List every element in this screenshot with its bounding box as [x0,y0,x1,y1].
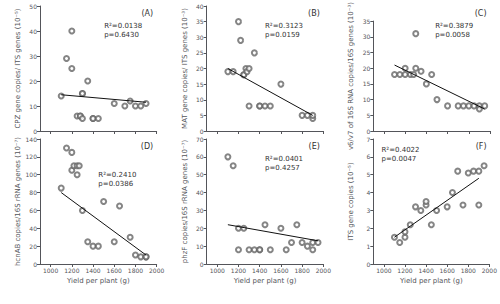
svg-text:5: 5 [367,112,371,119]
svg-text:100: 100 [26,171,38,178]
svg-text:1400: 1400 [252,267,267,274]
svg-text:30: 30 [363,33,371,40]
svg-text:1400: 1400 [85,267,100,274]
svg-text:Yield per plant (g): Yield per plant (g) [399,277,463,285]
svg-text:10: 10 [29,103,37,110]
svg-text:R²=0.0401: R²=0.0401 [265,155,303,163]
svg-text:35: 35 [196,18,204,25]
svg-text:1600: 1600 [107,267,122,274]
svg-text:7: 7 [367,136,371,143]
svg-text:p=0.6430: p=0.6430 [104,31,139,39]
svg-text:40: 40 [29,28,37,35]
svg-text:0: 0 [200,261,204,268]
svg-text:1: 1 [367,243,371,250]
svg-text:40: 40 [196,189,204,196]
svg-text:CPZ gene copies/ ITS genes (10: CPZ gene copies/ ITS genes (10⁻⁵) [14,8,22,128]
svg-text:15: 15 [363,80,371,87]
svg-text:(E): (E) [309,142,320,151]
svg-text:15: 15 [196,81,204,88]
svg-text:20: 20 [29,78,37,85]
svg-text:1600: 1600 [273,267,288,274]
svg-text:4: 4 [367,189,371,196]
svg-text:20: 20 [196,65,204,72]
svg-text:25: 25 [196,49,204,56]
svg-text:R²=0.3879: R²=0.3879 [435,22,473,30]
svg-text:0: 0 [367,261,371,268]
svg-text:R²=0.0138: R²=0.0138 [104,22,142,30]
svg-text:1200: 1200 [64,267,79,274]
svg-text:1000: 1000 [210,267,225,274]
svg-text:50: 50 [196,171,204,178]
svg-text:1800: 1800 [128,267,143,274]
svg-text:30: 30 [196,207,204,214]
svg-text:1600: 1600 [440,267,455,274]
svg-text:2000: 2000 [482,267,497,274]
svg-text:2000: 2000 [149,267,164,274]
svg-text:(F): (F) [476,142,487,151]
svg-text:Yield per plant (g): Yield per plant (g) [233,277,297,285]
svg-text:1400: 1400 [418,267,433,274]
svg-text:p=0.0159: p=0.0159 [265,31,300,39]
svg-text:1800: 1800 [461,267,476,274]
svg-text:5: 5 [200,112,204,119]
svg-text:25: 25 [363,49,371,56]
svg-text:(A): (A) [141,9,153,18]
svg-text:(C): (C) [475,9,487,18]
svg-text:10: 10 [363,96,371,103]
svg-text:Yield per plant (g): Yield per plant (g) [66,277,130,285]
svg-text:1000: 1000 [376,267,391,274]
svg-text:70: 70 [196,136,204,143]
svg-text:0: 0 [33,261,37,268]
svg-text:0: 0 [33,128,37,135]
svg-text:10: 10 [196,243,204,250]
svg-text:1200: 1200 [231,267,246,274]
svg-text:40: 40 [29,225,37,232]
svg-text:0: 0 [200,128,204,135]
svg-text:20: 20 [196,225,204,232]
svg-text:35: 35 [363,18,371,25]
svg-text:2: 2 [367,225,371,232]
svg-text:60: 60 [196,153,204,160]
svg-text:60: 60 [29,207,37,214]
svg-text:10: 10 [196,96,204,103]
svg-text:v6/v7 of 16S RNA copies/16S ge: v6/v7 of 16S RNA copies/16S genes (10⁻³) [347,2,355,150]
svg-text:1800: 1800 [294,267,309,274]
svg-text:p=0.0058: p=0.0058 [435,31,470,39]
svg-text:80: 80 [29,189,37,196]
svg-text:ITS gene copies (10⁻⁵): ITS gene copies (10⁻⁵) [347,162,355,241]
svg-text:phzF copies/16S rRNA genes (10: phzF copies/16S rRNA genes (10⁻⁷) [181,140,189,264]
svg-text:p=0.4257: p=0.4257 [265,164,300,172]
svg-text:6: 6 [367,153,371,160]
svg-text:40: 40 [196,3,204,10]
svg-text:20: 20 [29,243,37,250]
svg-text:R²=0.2410: R²=0.2410 [98,171,136,179]
svg-text:(B): (B) [308,9,320,18]
svg-text:30: 30 [29,53,37,60]
svg-text:50: 50 [29,3,37,10]
svg-text:(D): (D) [141,142,153,151]
svg-text:hcnAB copies/16S rRNA genes (1: hcnAB copies/16S rRNA genes (10⁻⁷) [14,137,22,266]
svg-text:0: 0 [367,128,371,135]
svg-text:p=0.0386: p=0.0386 [98,180,133,188]
svg-text:20: 20 [363,65,371,72]
svg-text:p=0.0047: p=0.0047 [382,155,417,163]
svg-text:R²=0.4022: R²=0.4022 [382,146,420,154]
svg-text:1000: 1000 [43,267,58,274]
svg-text:120: 120 [26,153,38,160]
svg-text:2000: 2000 [316,267,331,274]
svg-text:1200: 1200 [397,267,412,274]
svg-text:30: 30 [196,34,204,41]
svg-text:R²=0.3123: R²=0.3123 [265,22,303,30]
svg-text:5: 5 [367,171,371,178]
svg-text:MAT gene copies/ ITS genes (10: MAT gene copies/ ITS genes (10⁻³) [181,8,189,129]
svg-text:3: 3 [367,207,371,214]
svg-text:140: 140 [26,136,38,143]
